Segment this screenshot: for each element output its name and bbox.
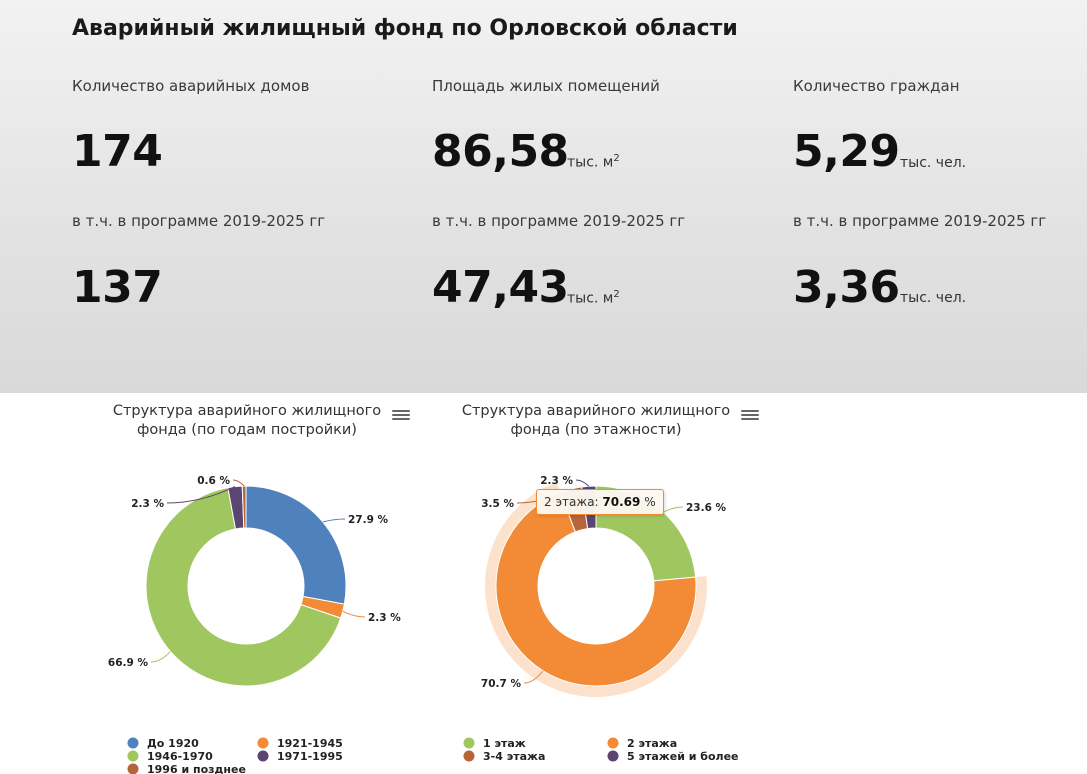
data-label-0-2: 66.9 % xyxy=(108,657,149,669)
stat-area-value: 86,58 xyxy=(432,126,569,177)
legend-item-0-2[interactable]: 1946-1970 xyxy=(147,750,213,763)
chart-by-floors-menu-icon[interactable] xyxy=(741,408,759,422)
connector-0-0 xyxy=(322,518,346,523)
legend-marker-0-3[interactable] xyxy=(257,750,269,762)
connector-0-3 xyxy=(166,486,236,504)
connector-1-1 xyxy=(523,670,544,684)
stat-citizens-label: Количество граждан xyxy=(793,77,960,95)
stat-area-sub-unit: тыс. м2 xyxy=(567,289,620,307)
data-label-1-0: 23.6 % xyxy=(686,502,727,514)
connector-1-0 xyxy=(663,506,684,513)
legend-item-0-1[interactable]: 1921-1945 xyxy=(277,737,343,750)
data-label-0-1: 2.3 % xyxy=(368,612,401,624)
stat-area-label: Площадь жилых помещений xyxy=(432,77,660,95)
connector-0-4 xyxy=(232,479,245,487)
legend-marker-1-0[interactable] xyxy=(463,737,475,749)
legend-item-1-2[interactable]: 3-4 этажа xyxy=(483,750,545,763)
legend-marker-1-3[interactable] xyxy=(607,750,619,762)
slice-0-2[interactable] xyxy=(145,487,342,687)
slice-0-0[interactable] xyxy=(245,485,347,605)
stat-area-sub-label: в т.ч. в программе 2019-2025 гг xyxy=(432,212,686,230)
legend-marker-0-2[interactable] xyxy=(127,750,139,762)
slice-1-1[interactable] xyxy=(495,491,697,687)
stat-citizens-value: 5,29 xyxy=(793,126,900,177)
stat-houses-label: Количество аварийных домов xyxy=(72,77,310,95)
stat-houses-sub-value: 137 xyxy=(72,262,163,313)
legend-item-1-3[interactable]: 5 этажей и более xyxy=(627,750,739,763)
legend-item-0-3[interactable]: 1971-1995 xyxy=(277,750,343,763)
connector-0-2 xyxy=(150,651,171,663)
stat-houses-sub-label: в т.ч. в программе 2019-2025 гг xyxy=(72,212,326,230)
legend-marker-1-2[interactable] xyxy=(463,750,475,762)
data-label-0-4: 0.6 % xyxy=(197,475,230,487)
stat-area-unit: тыс. м2 xyxy=(567,153,620,171)
stat-houses-value: 174 xyxy=(72,126,163,177)
data-label-1-3: 2.3 % xyxy=(540,475,573,487)
legend-item-1-0[interactable]: 1 этаж xyxy=(483,737,526,750)
legend-marker-0-4[interactable] xyxy=(127,763,139,774)
chart-by-year-title: Структура аварийного жилищного фонда (по… xyxy=(112,403,382,438)
data-label-0-0: 27.9 % xyxy=(348,514,389,526)
stat-area-sub-value: 47,43 xyxy=(432,262,569,313)
connector-0-1 xyxy=(342,610,366,618)
chart-tooltip: 2 этажа: 70.69 % xyxy=(536,489,664,515)
legend-item-0-0[interactable]: До 1920 xyxy=(147,737,199,750)
legend-marker-1-1[interactable] xyxy=(607,737,619,749)
data-label-1-2: 3.5 % xyxy=(481,498,514,510)
chart-by-floors-svg: 23.6 % 1 этаж 70.7 % 2 этажа 3.5 % 3-4 этажа 2… xyxy=(463,475,739,763)
page-title: Аварийный жилищный фонд по Орловской обл… xyxy=(72,16,738,41)
connector-1-3 xyxy=(575,479,590,487)
legend-marker-0-0[interactable] xyxy=(127,737,139,749)
legend-item-0-4[interactable]: 1996 и позднее xyxy=(147,763,246,774)
chart-by-year-svg: 27.9 % До 1920 2.3 % 1921-1945 66.9 % 1946-19… xyxy=(108,475,401,774)
chart-by-floors-title: Структура аварийного жилищного фонда (по… xyxy=(461,403,731,438)
stat-citizens-unit: тыс. чел. xyxy=(900,155,967,171)
stats-panel: Аварийный жилищный фонд по Орловской обл… xyxy=(0,0,1087,393)
legend-item-1-1[interactable]: 2 этажа xyxy=(627,737,677,750)
stat-citizens-sub-label: в т.ч. в программе 2019-2025 гг xyxy=(793,212,1047,230)
stat-citizens-sub-unit: тыс. чел. xyxy=(900,290,967,306)
data-label-0-3: 2.3 % xyxy=(131,498,164,510)
legend-marker-0-1[interactable] xyxy=(257,737,269,749)
stat-citizens-sub-value: 3,36 xyxy=(793,262,900,313)
chart-by-year-menu-icon[interactable] xyxy=(392,408,410,422)
data-label-1-1: 70.7 % xyxy=(481,678,522,690)
